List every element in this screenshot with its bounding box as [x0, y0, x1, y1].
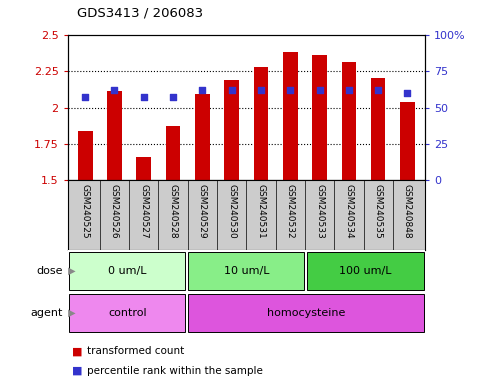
- Point: [228, 87, 236, 93]
- Bar: [188, 294, 424, 332]
- Point: [345, 87, 353, 93]
- Bar: [371, 78, 385, 180]
- Point: [316, 87, 324, 93]
- Bar: [400, 102, 415, 180]
- Bar: [69, 294, 185, 332]
- Text: GSM240531: GSM240531: [256, 184, 266, 239]
- Bar: [78, 131, 93, 180]
- Bar: [312, 55, 327, 180]
- Text: GSM240527: GSM240527: [139, 184, 148, 238]
- Text: GDS3413 / 206083: GDS3413 / 206083: [77, 6, 203, 19]
- Bar: [137, 157, 151, 180]
- Point: [404, 90, 412, 96]
- Text: 0 um/L: 0 um/L: [108, 266, 146, 276]
- Text: transformed count: transformed count: [87, 346, 184, 356]
- Text: agent: agent: [30, 308, 63, 318]
- Text: ▶: ▶: [65, 308, 76, 318]
- Bar: [188, 252, 304, 290]
- Bar: [307, 252, 424, 290]
- Point: [374, 87, 382, 93]
- Text: 100 um/L: 100 um/L: [339, 266, 392, 276]
- Text: GSM240534: GSM240534: [344, 184, 354, 238]
- Text: GSM240532: GSM240532: [286, 184, 295, 238]
- Bar: [195, 94, 210, 180]
- Text: 10 um/L: 10 um/L: [224, 266, 269, 276]
- Text: dose: dose: [36, 266, 63, 276]
- Bar: [254, 67, 268, 180]
- Text: ▶: ▶: [65, 266, 76, 276]
- Text: ■: ■: [72, 366, 83, 376]
- Bar: [225, 80, 239, 180]
- Bar: [107, 91, 122, 180]
- Text: GSM240848: GSM240848: [403, 184, 412, 238]
- Text: percentile rank within the sample: percentile rank within the sample: [87, 366, 263, 376]
- Point: [286, 87, 294, 93]
- Text: GSM240533: GSM240533: [315, 184, 324, 239]
- Text: ■: ■: [72, 346, 83, 356]
- Text: GSM240529: GSM240529: [198, 184, 207, 238]
- Text: homocysteine: homocysteine: [267, 308, 345, 318]
- Bar: [166, 126, 181, 180]
- Bar: [341, 62, 356, 180]
- Bar: [283, 52, 298, 180]
- Text: GSM240535: GSM240535: [374, 184, 383, 239]
- Point: [140, 94, 148, 100]
- Text: GSM240530: GSM240530: [227, 184, 236, 239]
- Point: [169, 94, 177, 100]
- Point: [81, 94, 89, 100]
- Text: control: control: [108, 308, 146, 318]
- Point: [111, 87, 118, 93]
- Point: [257, 87, 265, 93]
- Point: [199, 87, 206, 93]
- Text: GSM240528: GSM240528: [169, 184, 178, 238]
- Bar: [69, 252, 185, 290]
- Text: GSM240525: GSM240525: [81, 184, 90, 238]
- Text: GSM240526: GSM240526: [110, 184, 119, 238]
